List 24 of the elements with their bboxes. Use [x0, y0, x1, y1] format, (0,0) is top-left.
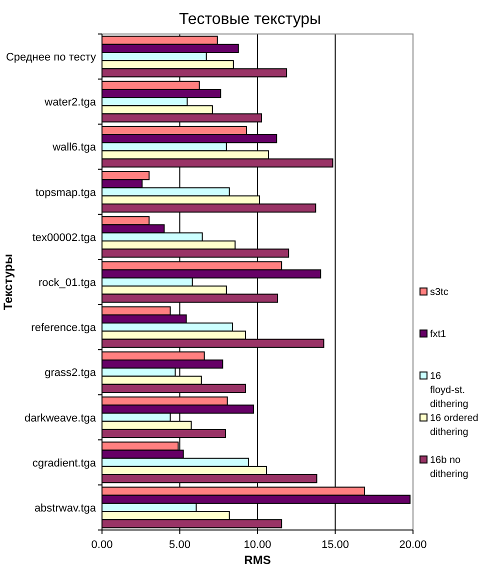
x-tick-label: 5.00: [169, 539, 190, 551]
y-tick-label: abstrwav.tga: [34, 502, 97, 514]
y-tick-label: rock_01.tga: [38, 277, 97, 289]
y-tick-label: topsmap.tga: [35, 186, 97, 199]
y-tick-label: reference.tga: [31, 322, 97, 334]
legend-label: 16b no dithering: [430, 455, 468, 480]
y-tick-label: wall6.tga: [52, 142, 97, 154]
legend-label: 16 floyd-st. dithering: [430, 371, 468, 410]
x-tick-label: 20.00: [399, 539, 427, 551]
x-tick-label: 10.00: [244, 539, 272, 551]
x-tick-label: 15.00: [321, 539, 350, 551]
y-tick-label: tex00002.tga: [32, 232, 97, 244]
y-tick-label: water2.tga: [44, 96, 97, 109]
y-tick-label: grass2.tga: [44, 367, 97, 380]
y-tick-label: cgradient.tga: [32, 457, 97, 470]
y-tick-label: darkweave.tga: [24, 412, 97, 424]
legend-label: 16 ordered dithering: [430, 413, 478, 438]
legend-label: fxt1: [430, 329, 447, 340]
chart-title: Тестовые текстуры: [178, 11, 322, 28]
x-tick-label: 0.00: [91, 539, 113, 551]
x-axis-title: RMS: [244, 553, 271, 567]
y-axis-title: Текстуры: [1, 254, 15, 310]
legend-label: s3tc: [430, 287, 448, 298]
y-tick-label: Среднее по тесту: [6, 52, 96, 64]
